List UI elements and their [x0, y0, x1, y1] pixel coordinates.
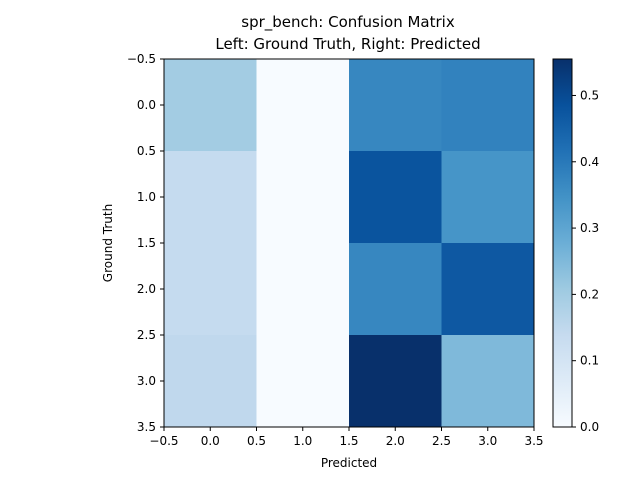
heatmap-cell-r0-c0	[164, 59, 257, 151]
heatmap-cell-r1-c3	[441, 151, 534, 243]
colorbar-tick-label: 0.5	[580, 88, 599, 102]
heatmap-cells	[164, 59, 534, 427]
y-tick-label: 1.5	[137, 236, 156, 250]
heatmap-cell-r1-c2	[349, 151, 442, 243]
y-tick-label: 3.0	[137, 374, 156, 388]
y-tick-label: 2.5	[137, 328, 156, 342]
x-tick-label: −0.5	[149, 434, 178, 448]
x-tick-label: 0.0	[201, 434, 220, 448]
y-tick-label: 1.0	[137, 190, 156, 204]
x-tick-label: 3.0	[478, 434, 497, 448]
y-tick-label: 0.5	[137, 144, 156, 158]
heatmap-cell-r0-c3	[441, 59, 534, 151]
heatmap-cell-r2-c1	[256, 243, 349, 335]
heatmap-cell-r1-c1	[256, 151, 349, 243]
colorbar-tick-label: 0.4	[580, 155, 599, 169]
chart-subtitle: Left: Ground Truth, Right: Predicted	[215, 35, 480, 53]
y-axis-label: Ground Truth	[101, 204, 115, 282]
colorbar-tick-label: 0.2	[580, 287, 599, 301]
heatmap-cell-r2-c0	[164, 243, 257, 335]
x-tick-label: 2.0	[386, 434, 405, 448]
y-axis-ticks: −0.5 0.0 0.5 1.0 1.5 2.0 2.5 3.0 3.5	[127, 52, 164, 434]
x-tick-label: 3.5	[524, 434, 543, 448]
colorbar-tick-label: 0.3	[580, 221, 599, 235]
colorbar-tick-label: 0.0	[580, 420, 599, 434]
colorbar-ticks: 0.0 0.1 0.2 0.3 0.4 0.5	[572, 88, 599, 434]
heatmap-cell-r2-c2	[349, 243, 442, 335]
heatmap-cell-r3-c0	[164, 335, 257, 427]
heatmap-cell-r3-c2	[349, 335, 442, 427]
colorbar-tick-label: 0.1	[580, 354, 599, 368]
y-tick-label: 3.5	[137, 420, 156, 434]
heatmap-cell-r0-c1	[256, 59, 349, 151]
heatmap-cell-r3-c1	[256, 335, 349, 427]
y-tick-label: 0.0	[137, 98, 156, 112]
chart-title: spr_bench: Confusion Matrix	[241, 13, 455, 32]
y-tick-label: 2.0	[137, 282, 156, 296]
heatmap-cell-r1-c0	[164, 151, 257, 243]
x-tick-label: 0.5	[247, 434, 266, 448]
x-axis-ticks: −0.5 0.0 0.5 1.0 1.5 2.0 2.5 3.0 3.5	[149, 427, 544, 448]
x-tick-label: 1.5	[339, 434, 358, 448]
x-tick-label: 1.0	[293, 434, 312, 448]
colorbar	[552, 58, 573, 428]
heatmap-cell-r2-c3	[441, 243, 534, 335]
heatmap-cell-r0-c2	[349, 59, 442, 151]
x-axis-label: Predicted	[321, 456, 377, 470]
heatmap-cell-r3-c3	[441, 335, 534, 427]
y-tick-label: −0.5	[127, 52, 156, 66]
x-tick-label: 2.5	[432, 434, 451, 448]
